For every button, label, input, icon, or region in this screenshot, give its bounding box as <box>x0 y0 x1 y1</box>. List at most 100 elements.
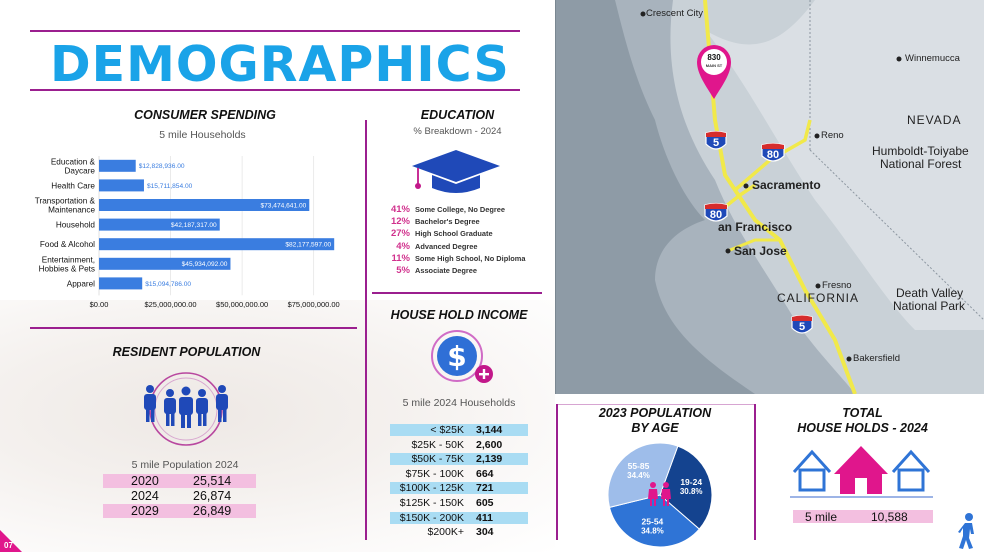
chart-tick-label: $25,000,000.00 <box>144 300 196 309</box>
chart-data-label: $45,934,092.00 <box>182 261 228 268</box>
total-households-radius: 5 mile <box>805 510 838 524</box>
table-row: $100K - 125K 721 <box>390 482 528 495</box>
map-label-fresno: Fresno <box>822 280 852 291</box>
page-number: 07 <box>4 541 13 550</box>
table-row: $75K - 100K 664 <box>390 468 528 480</box>
pin-address-street: MAIN ST <box>705 63 723 68</box>
population-year: 2020 <box>131 474 159 488</box>
education-item: 5% Associate Degree <box>388 265 477 276</box>
chart-data-label: $82,177,597.00 <box>285 242 331 249</box>
table-row: 2020 25,514 <box>103 474 256 488</box>
interstate-shield-80-west: 80 <box>703 202 729 226</box>
chart-bar <box>99 257 231 270</box>
chart-bar <box>99 218 220 231</box>
chart-data-label: $12,828,936.00 <box>139 163 185 170</box>
population-year: 2024 <box>131 489 159 503</box>
education-item: 27% High School Graduate <box>388 228 493 239</box>
map-label-humboldt-line2: National Forest <box>880 157 962 171</box>
location-map[interactable]: Crescent City Winnemucca NEVADA Reno Hum… <box>555 0 984 394</box>
city-dot-icon <box>743 183 749 189</box>
population-year: 2029 <box>131 504 159 518</box>
education-label: Some High School, No Diploma <box>415 253 526 263</box>
pie-slice-percent: 34.8% <box>641 526 664 535</box>
shield-number: 80 <box>766 149 780 161</box>
chart-bar <box>99 277 143 290</box>
education-item: 41% Some College, No Degree <box>388 204 505 215</box>
table-row: $25K - 50K 2,600 <box>390 439 528 451</box>
table-row: < $25K 3,144 <box>390 424 528 436</box>
location-pin[interactable]: 830 MAIN ST <box>696 44 732 100</box>
chart-tick-label: $75,000,000.00 <box>288 300 340 309</box>
page-title: DEMOGRAPHICS <box>50 36 510 93</box>
resident-population-heading: RESIDENT POPULATION <box>112 345 261 359</box>
shield-number: 5 <box>712 137 720 149</box>
people-group-icon <box>144 372 228 446</box>
map-label-crescent-city: Crescent City <box>646 8 704 19</box>
table-row: $150K - 200K 411 <box>390 511 528 524</box>
map-label-california: CALIFORNIA <box>777 291 860 305</box>
income-households: 2,139 <box>476 453 503 466</box>
map-pin-icon <box>697 45 731 99</box>
graduation-cap-icon <box>412 150 500 193</box>
chart-bar <box>99 159 136 172</box>
income-range: $25K - 50K <box>411 438 464 451</box>
pie-slice-percent: 34.4% <box>627 471 650 480</box>
header-bottom-rule <box>30 89 520 91</box>
education-percent: 11% <box>391 252 411 264</box>
population-value: 26,874 <box>193 489 232 503</box>
income-range: $50K - 75K <box>411 453 464 466</box>
houses-icon <box>790 446 933 498</box>
chart-tick-label: $50,000,000.00 <box>216 300 268 309</box>
income-households: 721 <box>476 482 494 495</box>
chart-category-label: Food & Alcohol <box>40 240 95 249</box>
income-range: $75K - 100K <box>405 467 464 480</box>
income-range: $125K - 150K <box>399 497 464 509</box>
dollar-icon: $ <box>431 330 493 383</box>
header-top-rule <box>30 30 520 32</box>
income-range: $150K - 200K <box>399 511 464 524</box>
income-range: < $25K <box>430 424 464 436</box>
chart-bar <box>99 199 310 211</box>
chart-bar <box>99 238 335 251</box>
household-income-heading: HOUSE HOLD INCOME <box>390 308 528 322</box>
total-households-heading-line2: HOUSE HOLDS - 2024 <box>797 421 928 435</box>
education-percent: 5% <box>396 265 410 276</box>
consumer-spending-subheading: 5 mile Households <box>159 129 246 141</box>
map-label-nevada: NEVADA <box>907 113 962 127</box>
consumer-spending-heading: CONSUMER SPENDING <box>134 108 276 122</box>
consumer-spending-chart: $0.00 $25,000,000.00 $50,000,000.00 $75,000… <box>35 156 340 309</box>
city-dot-icon <box>846 356 852 362</box>
chart-tick-label: $0.00 <box>90 300 109 309</box>
income-households: 304 <box>476 526 494 539</box>
map-label-bakersfield: Bakersfield <box>853 353 900 364</box>
divider-age-right <box>754 404 756 540</box>
education-percent: 27% <box>390 228 410 240</box>
pie-slice-label: 55-85 <box>628 461 650 471</box>
income-households: 605 <box>476 497 494 509</box>
map-label-humboldt: Humboldt-Toiyabe <box>872 144 969 158</box>
education-heading: EDUCATION <box>420 108 495 122</box>
city-dot-icon <box>725 248 731 254</box>
table-row: 2029 26,849 <box>103 504 256 518</box>
education-subheading: % Breakdown - 2024 <box>413 126 502 137</box>
household-income-subheading: 5 mile 2024 Households <box>402 397 516 409</box>
divider-age-top <box>556 404 756 405</box>
income-range: $100K - 125K <box>399 482 464 495</box>
shield-number: 80 <box>709 209 723 221</box>
pie-slice <box>659 445 713 530</box>
table-row: $50K - 75K 2,139 <box>390 453 528 466</box>
city-dot-icon <box>640 11 646 17</box>
total-households-value: 10,588 <box>871 510 908 524</box>
chart-category-label: Entertainment, Hobbies & Pets <box>39 255 95 273</box>
interstate-shield-5-north: 5 <box>704 130 728 154</box>
chart-data-label: $42,187,317.00 <box>171 222 217 229</box>
total-households-row: 5 mile 10,588 <box>793 510 933 524</box>
divider-education <box>372 292 542 294</box>
education-item: 12% Bachelor's Degree <box>388 216 480 227</box>
table-row: $200K+ 304 <box>390 526 528 538</box>
page-corner-triangle <box>0 530 22 552</box>
education-percent: 4% <box>396 240 410 252</box>
total-households-heading: TOTAL <box>842 406 883 420</box>
population-by-age-heading: 2023 POPULATION <box>598 406 712 420</box>
